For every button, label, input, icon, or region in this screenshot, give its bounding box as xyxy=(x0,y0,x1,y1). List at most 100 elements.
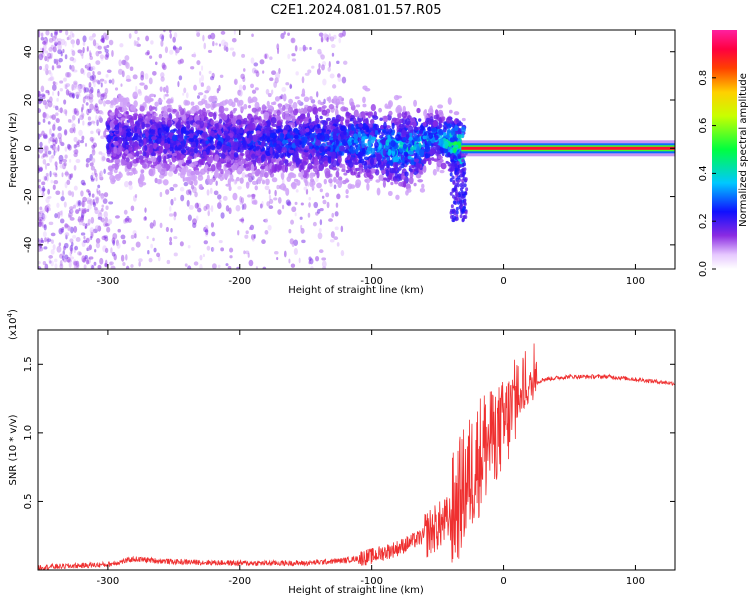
spectrogram-cell xyxy=(277,163,282,171)
spectrogram-cell xyxy=(38,121,41,125)
spectrogram-cell xyxy=(322,78,327,86)
spectrogram-cell xyxy=(430,157,435,161)
spectrogram-cell xyxy=(55,58,59,66)
spectrogram-cell xyxy=(432,168,437,176)
spectrogram-cell xyxy=(456,118,460,124)
spectrogram-cell xyxy=(62,158,68,163)
spectrogram-y-tick-label: 0 xyxy=(23,145,34,151)
spectrogram-cell xyxy=(126,135,131,142)
spectrogram-cell xyxy=(104,49,109,53)
spectrogram-cell xyxy=(160,40,164,47)
spectrogram-cell xyxy=(309,46,312,51)
spectrogram-cell xyxy=(235,204,241,212)
spectrogram-cell xyxy=(88,256,94,260)
spectrogram-cell xyxy=(165,99,172,104)
spectrogram-cell xyxy=(436,160,443,168)
spectrogram-cell xyxy=(92,142,97,148)
spectrogram-cell xyxy=(90,174,93,180)
spectrogram-cell xyxy=(272,101,277,105)
spectrogram-cell xyxy=(69,238,74,243)
spectrogram-cell xyxy=(103,192,109,198)
spectrogram-cell xyxy=(237,185,242,190)
spectrogram-cell xyxy=(96,190,99,195)
spectrogram-y-tick-label: 40 xyxy=(23,45,34,58)
spectrogram-cell xyxy=(444,144,449,150)
spectrogram-cell xyxy=(186,170,191,177)
spectrogram-cell xyxy=(437,155,443,160)
spectrogram-cell xyxy=(138,261,141,267)
spectrogram-cell xyxy=(53,58,57,64)
spectrogram-cell xyxy=(81,200,85,208)
spectrogram-cell xyxy=(48,255,53,259)
spectrogram-cell xyxy=(422,165,427,173)
spectrogram-cell xyxy=(253,234,256,239)
spectrogram-cell xyxy=(284,164,289,173)
spectrogram-cell xyxy=(124,122,130,126)
spectrogram-cell xyxy=(342,60,348,65)
spectrogram-cell xyxy=(281,86,287,93)
spectrogram-cell xyxy=(449,109,453,114)
spectrogram-cell xyxy=(59,210,63,216)
spectrogram-cell xyxy=(39,166,43,172)
spectrogram-cell xyxy=(347,153,351,158)
spectrogram-cell xyxy=(197,92,204,96)
spectrogram-cell xyxy=(269,140,273,146)
spectrogram-cell xyxy=(291,173,297,179)
spectrogram-cell xyxy=(462,206,466,211)
spectrogram-cell xyxy=(451,214,455,219)
spectrogram-cell xyxy=(349,184,356,189)
spectrogram-cell xyxy=(166,119,172,127)
spectrogram-cell xyxy=(311,65,315,69)
spectrogram-cell xyxy=(307,105,313,113)
colorbar-tick-label: 0.0 xyxy=(698,261,709,277)
spectrogram-cell xyxy=(71,33,75,38)
spectrogram-cell xyxy=(251,153,256,160)
spectrogram-cell xyxy=(289,83,292,89)
figure-title: C2E1.2024.081.01.57.R05 xyxy=(270,3,441,18)
spectrogram-cell xyxy=(54,137,58,145)
spectrogram-cell xyxy=(458,191,462,196)
spectrogram-cell xyxy=(192,222,197,229)
snr-x-axis-label: Height of straight line (km) xyxy=(288,585,424,596)
spectrogram-cell xyxy=(262,119,266,126)
spectrogram-cell xyxy=(380,169,386,174)
spectrogram-cell xyxy=(41,191,45,197)
spectrogram-cell xyxy=(305,127,310,133)
spectrogram-cell xyxy=(312,165,317,169)
spectrogram-cell xyxy=(73,136,78,143)
spectrogram-cell xyxy=(269,132,276,139)
spectrogram-cell xyxy=(300,202,304,206)
spectrogram-cell xyxy=(291,53,296,57)
spectrogram-cell xyxy=(324,170,331,179)
spectrogram-cell xyxy=(338,176,343,181)
spectrogram-cell xyxy=(430,127,436,132)
spectrogram-cell xyxy=(63,129,68,136)
spectrogram-cell xyxy=(435,144,441,151)
spectrogram-cell xyxy=(398,123,405,129)
spectrogram-cell xyxy=(327,146,331,152)
spectrogram-cell xyxy=(218,240,223,244)
spectrogram-cell xyxy=(394,162,399,170)
spectrogram-cell xyxy=(108,39,114,46)
spectrogram-cell xyxy=(402,143,408,150)
spectrogram-cell xyxy=(418,129,424,134)
spectrogram-cell xyxy=(73,261,78,266)
spectrogram-cell xyxy=(248,133,254,142)
spectrogram-cell xyxy=(429,148,436,155)
spectrogram-cell xyxy=(378,174,384,181)
spectrogram-cell xyxy=(125,128,132,133)
spectrogram-cell xyxy=(287,172,294,179)
spectrogram-cell xyxy=(38,30,41,38)
spectrogram-cell xyxy=(307,163,313,170)
spectrogram-cell xyxy=(42,118,46,123)
spectrogram-cell xyxy=(153,247,157,253)
snr-y-tick-label: 1.5 xyxy=(23,356,34,372)
spectrogram-cell xyxy=(264,53,267,59)
spectrogram-cell xyxy=(69,206,74,211)
spectrogram-cell xyxy=(417,179,424,183)
spectrogram-cell xyxy=(327,66,331,72)
spectrogram-cell xyxy=(217,264,221,269)
spectrogram-cell xyxy=(156,155,162,162)
spectrogram-cell xyxy=(321,105,327,109)
spectrogram-cell xyxy=(325,117,332,122)
